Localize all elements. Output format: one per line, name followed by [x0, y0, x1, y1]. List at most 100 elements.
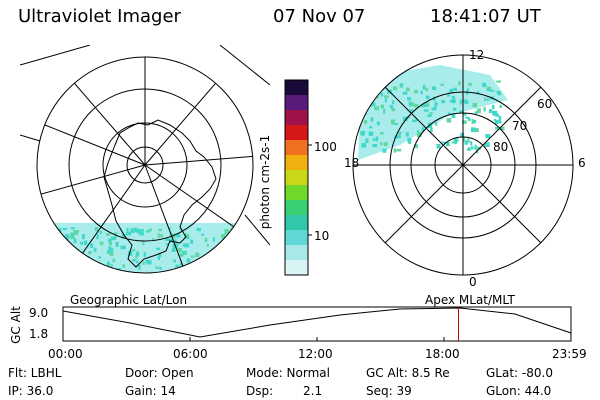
aurora-pixel: [414, 103, 419, 108]
glon-info: GLon: 44.0: [486, 384, 552, 398]
altitude-timeline: [62, 306, 572, 342]
aurora-pixel: [179, 262, 182, 266]
aurora-pixel: [83, 274, 87, 277]
aurora-pixel: [365, 138, 369, 144]
aurora-pixel: [68, 269, 73, 273]
app-title: Ultraviolet Imager: [18, 6, 181, 27]
aurora-pixel: [127, 284, 130, 287]
aurora-pixel: [83, 240, 88, 246]
aurora-pixel: [45, 229, 51, 233]
aurora-pixel: [135, 251, 140, 257]
aurora-pixel: [204, 257, 207, 262]
colorbar-tick-10: 10: [314, 229, 330, 243]
aurora-pixel: [171, 282, 173, 285]
aurora-pixel: [233, 264, 237, 268]
aurora-pixel: [210, 255, 216, 260]
aurora-pixel: [96, 284, 100, 286]
timeline-xtick-1800: 18:00: [425, 347, 460, 361]
aurora-pixel: [468, 82, 472, 86]
aurora-pixel: [440, 83, 444, 86]
aurora-pixel: [460, 132, 465, 137]
aurora-pixel: [67, 285, 69, 289]
aurora-pixel: [384, 95, 389, 99]
aurora-pixel: [391, 108, 396, 112]
aurora-pixel: [64, 234, 70, 239]
aurora-pixel: [234, 242, 237, 248]
aurora-pixel: [476, 108, 481, 114]
aurora-pixel: [93, 247, 97, 252]
aurora-pixel: [392, 100, 395, 105]
aurora-pixel: [462, 136, 466, 142]
aurora-pixel: [447, 112, 451, 116]
aurora-pixel: [87, 265, 91, 271]
dsp-value: 2.1: [303, 384, 323, 398]
aurora-pixel: [423, 109, 429, 112]
aurora-pixel: [212, 276, 215, 280]
mlt-label-0: 0: [469, 275, 477, 289]
aurora-pixel: [496, 80, 501, 83]
colorbar-cell: [285, 215, 308, 231]
timeline-xtick-2359: 23:59: [552, 347, 587, 361]
aurora-pixel: [195, 286, 197, 289]
aurora-pixel: [199, 271, 205, 273]
aurora-pixel: [108, 238, 112, 243]
aurora-pixel: [151, 238, 154, 241]
aurora-pixel: [156, 247, 160, 250]
aurora-pixel: [431, 107, 435, 111]
aurora-pixel: [407, 116, 410, 119]
aurora-pixel: [451, 141, 456, 144]
aurora-pixel: [168, 227, 171, 231]
aurora-pixel: [470, 146, 474, 150]
aurora-pixel: [383, 108, 386, 114]
aurora-pixel: [183, 243, 188, 247]
aurora-pixel: [171, 248, 176, 252]
aurora-region: [37, 223, 253, 273]
aurora-pixel: [67, 246, 70, 250]
aurora-pixel: [497, 91, 502, 96]
timeline-xtick-1200: 12:00: [298, 347, 333, 361]
aurora-pixel: [177, 248, 182, 253]
aurora-pixel: [361, 143, 367, 148]
aurora-pixel: [75, 265, 79, 269]
aurora-pixel: [441, 100, 446, 104]
aurora-pixel: [136, 260, 139, 264]
aurora-pixel: [220, 259, 226, 264]
timeline-ytick-low: 1.8: [29, 327, 49, 341]
aurora-pixel: [471, 119, 475, 124]
aurora-pixel: [212, 237, 215, 242]
aurora-pixel: [121, 233, 126, 238]
aurora-pixel: [54, 230, 60, 236]
aurora-pixel: [405, 87, 410, 92]
aurora-pixel: [106, 268, 109, 273]
aurora-pixel: [434, 102, 438, 107]
aurora-pixel: [224, 272, 229, 273]
colorbar-cell: [285, 155, 308, 171]
aurora-pixel: [47, 273, 50, 276]
mlt-label-18: 18: [344, 156, 360, 170]
aurora-pixel: [474, 144, 477, 150]
aurora-pixel: [453, 87, 457, 91]
aurora-pixel: [138, 281, 142, 284]
aurora-pixel: [227, 275, 230, 277]
aurora-pixel: [494, 120, 499, 125]
aurora-pixel: [488, 109, 493, 114]
aurora-pixel: [420, 90, 423, 95]
aurora-pixel: [416, 132, 422, 138]
aurora-pixel: [499, 104, 502, 109]
aurora-pixel: [87, 275, 89, 278]
left-panel-label: Geographic Lat/Lon: [70, 293, 188, 307]
aurora-pixel: [155, 272, 161, 273]
aurora-pixel: [90, 243, 94, 248]
aurora-pixel: [407, 137, 412, 143]
aurora-pixel: [374, 106, 379, 111]
aurora-pixel: [486, 98, 490, 101]
aurora-pixel: [146, 260, 152, 265]
aurora-pixel: [106, 250, 111, 254]
aurora-pixel: [157, 256, 161, 260]
aurora-pixel: [58, 254, 63, 257]
aurora-pixel: [88, 274, 91, 278]
aurora-pixel: [75, 277, 78, 281]
aurora-pixel: [449, 99, 454, 103]
aurora-pixel: [212, 252, 215, 257]
aurora-pixel: [231, 275, 236, 278]
